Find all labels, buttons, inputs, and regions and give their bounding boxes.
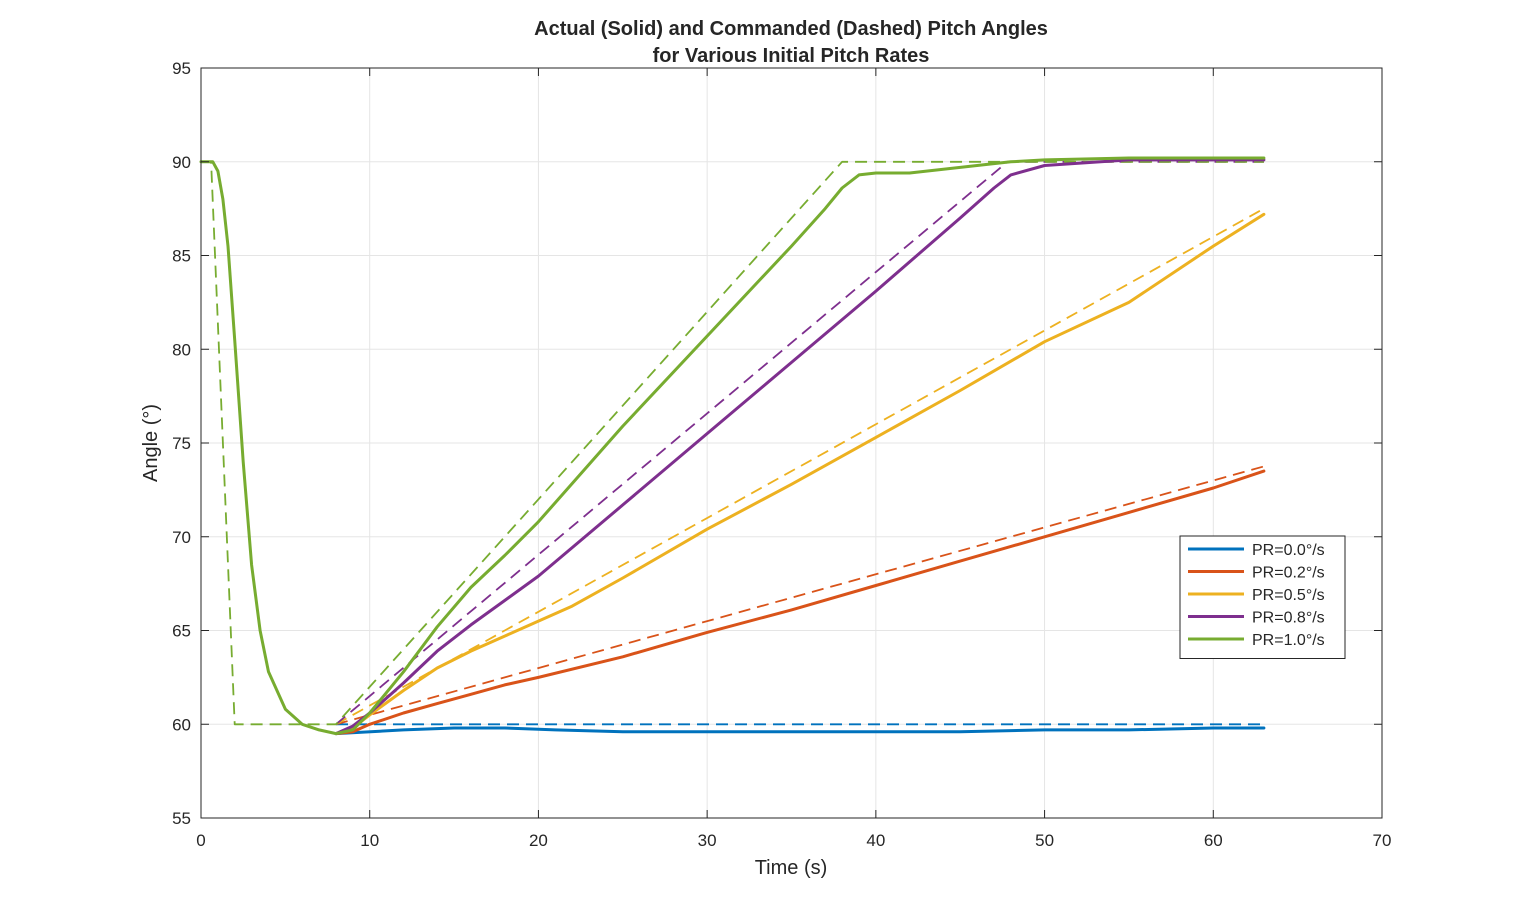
y-tick-label: 95 bbox=[172, 59, 191, 78]
y-tick-label: 85 bbox=[172, 247, 191, 266]
y-tick-label: 80 bbox=[172, 340, 191, 359]
y-tick-label: 55 bbox=[172, 809, 191, 828]
x-tick-label: 20 bbox=[529, 831, 548, 850]
y-tick-label: 75 bbox=[172, 434, 191, 453]
legend-label-series-3: PR=0.8°/s bbox=[1252, 610, 1325, 627]
y-axis-label: Angle (°) bbox=[140, 404, 162, 482]
x-tick-label: 40 bbox=[866, 831, 885, 850]
series-layer bbox=[199, 156, 1266, 736]
x-tick-label: 50 bbox=[1035, 831, 1054, 850]
legend-label-series-4: PR=1.0°/s bbox=[1252, 632, 1325, 649]
y-tick-label: 60 bbox=[172, 715, 191, 734]
legend-label-series-0: PR=0.0°/s bbox=[1252, 542, 1325, 559]
commanded-line-series-2 bbox=[335, 207, 1265, 726]
actual-line-series-4 bbox=[199, 156, 1266, 736]
x-axis-label: Time (s) bbox=[755, 857, 828, 879]
y-tick-label: 90 bbox=[172, 153, 191, 172]
x-tick-label: 10 bbox=[360, 831, 379, 850]
legend-label-series-1: PR=0.2°/s bbox=[1252, 565, 1325, 582]
y-tick-label: 65 bbox=[172, 622, 191, 641]
actual-line-series-0 bbox=[334, 726, 1266, 736]
commanded-line-series-1 bbox=[335, 465, 1265, 726]
axis-ticks: 0 10 20 30 40 50 60 70 55 60 65 70 75 80 85 90 95 bbox=[172, 59, 1391, 850]
chart-title: Actual (Solid) and Commanded (Dashed) Pi… bbox=[534, 18, 1048, 40]
actual-line-series-2 bbox=[334, 212, 1266, 736]
actual-line-series-3 bbox=[334, 158, 1266, 736]
x-tick-label: 70 bbox=[1373, 831, 1392, 850]
chart-subtitle: for Various Initial Pitch Rates bbox=[653, 45, 930, 67]
actual-line-series-1 bbox=[334, 469, 1266, 736]
x-tick-label: 60 bbox=[1204, 831, 1223, 850]
y-tick-label: 70 bbox=[172, 528, 191, 547]
legend: PR=0.0°/s PR=0.2°/s PR=0.5°/s PR=0.8°/s PR=1… bbox=[1179, 535, 1346, 659]
legend-label-series-2: PR=0.5°/s bbox=[1252, 587, 1325, 604]
x-tick-label: 30 bbox=[698, 831, 717, 850]
x-tick-label: 0 bbox=[196, 831, 205, 850]
